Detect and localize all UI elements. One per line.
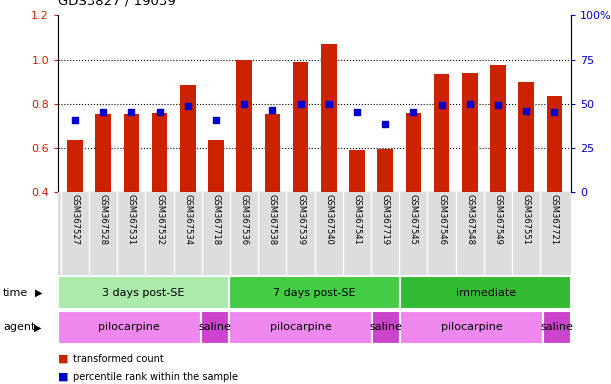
Text: GSM367539: GSM367539 [296,194,305,245]
Bar [400,276,571,309]
Text: ■: ■ [58,372,68,382]
Bar [400,311,543,344]
Bar [200,311,229,344]
Text: GSM367540: GSM367540 [324,194,333,245]
Point [437,102,447,108]
Text: GSM367528: GSM367528 [98,194,108,245]
Text: GSM367546: GSM367546 [437,194,446,245]
Bar [543,311,571,344]
Point [98,109,108,115]
Point [183,103,192,109]
Bar [180,85,196,192]
Text: GSM367541: GSM367541 [353,194,362,245]
Point [126,109,136,115]
Text: pilocarpine: pilocarpine [441,322,502,333]
Bar [152,113,167,192]
Bar [236,60,252,192]
Bar [490,65,506,192]
Bar [229,276,400,309]
Text: GSM367719: GSM367719 [381,194,390,245]
Text: pilocarpine: pilocarpine [98,322,160,333]
Text: 3 days post-SE: 3 days post-SE [103,288,185,298]
Text: GSM367545: GSM367545 [409,194,418,245]
Text: percentile rank within the sample: percentile rank within the sample [73,372,238,382]
Point [211,116,221,122]
Point [549,109,559,115]
Text: GSM367531: GSM367531 [127,194,136,245]
Bar [406,113,421,192]
Text: GSM367548: GSM367548 [465,194,474,245]
Text: transformed count: transformed count [73,354,164,364]
Text: pilocarpine: pilocarpine [269,322,331,333]
Point [465,101,475,107]
Bar [58,276,229,309]
Point [240,101,249,107]
Text: GSM367549: GSM367549 [494,194,502,245]
Text: ■: ■ [58,354,68,364]
Text: saline: saline [370,322,403,333]
Bar [95,114,111,192]
Text: GSM367536: GSM367536 [240,194,249,246]
Bar [321,44,337,192]
Bar [229,311,371,344]
Point [409,109,419,115]
Text: immediate: immediate [456,288,516,298]
Text: agent: agent [3,322,35,333]
Bar [547,96,562,192]
Bar [208,140,224,192]
Text: saline: saline [199,322,232,333]
Text: GSM367538: GSM367538 [268,194,277,246]
Bar [67,140,82,192]
Point [296,101,306,107]
Text: time: time [3,288,28,298]
Bar [434,74,449,192]
Text: GSM367718: GSM367718 [211,194,221,246]
Text: GSM367551: GSM367551 [522,194,531,245]
Text: ▶: ▶ [35,288,43,298]
Point [380,121,390,127]
Text: GDS3827 / 19039: GDS3827 / 19039 [58,0,176,8]
Point [352,109,362,115]
Bar [58,311,200,344]
Bar [123,114,139,192]
Text: GSM367721: GSM367721 [550,194,559,245]
Point [493,102,503,108]
Text: GSM367534: GSM367534 [183,194,192,245]
Text: saline: saline [541,322,574,333]
Point [155,109,164,115]
Text: GSM367527: GSM367527 [70,194,79,245]
Bar [265,114,280,192]
Bar [378,149,393,192]
Point [268,107,277,113]
Bar [518,82,534,192]
Text: GSM367532: GSM367532 [155,194,164,245]
Point [70,117,80,123]
Text: 7 days post-SE: 7 days post-SE [273,288,356,298]
Text: ▶: ▶ [34,322,41,333]
Bar [462,73,478,192]
Bar [293,62,309,192]
Bar [371,311,400,344]
Point [324,101,334,107]
Bar [349,150,365,192]
Point [521,108,531,114]
